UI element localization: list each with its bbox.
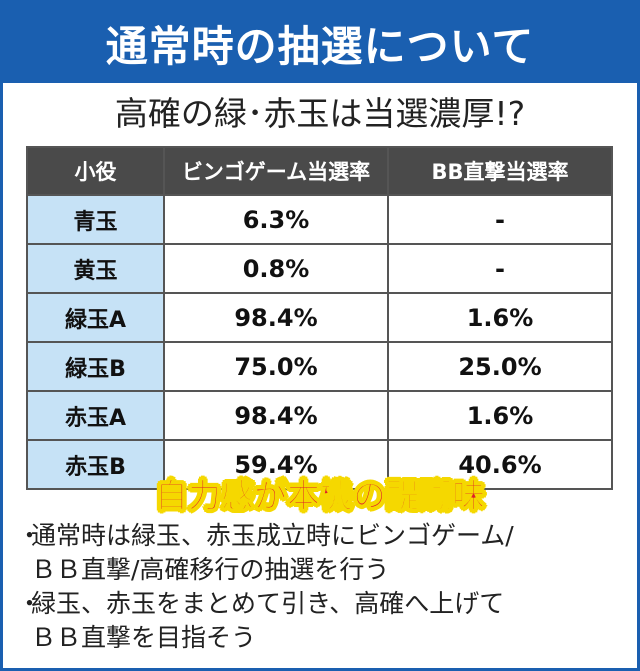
bb-rate-cell: 25.0% [387,341,613,392]
column-header-bb-rate: BB直撃当選率 [387,146,613,196]
bb-rate-cell: 40.6% [387,439,613,490]
bb-rate-cell: - [387,194,613,245]
bingo-rate-cell: 98.4% [163,292,389,343]
subtitle: 高確の緑･赤玉は当選濃厚!? [114,94,526,133]
column-header-bingo-rate: ビンゴゲーム当選率 [163,146,389,196]
bb-rate-cell: - [387,243,613,294]
table-row: 青玉 6.3% - [26,194,613,245]
bingo-rate-cell: 0.8% [163,243,389,294]
bingo-rate-cell: 75.0% [163,341,389,392]
bingo-rate-cell: 6.3% [163,194,389,245]
list-item: ・ 緑玉、赤玉をまとめて引き、高確へ上げて ＢＢ直撃を目指そう [17,587,631,655]
bb-rate-cell: 1.6% [387,292,613,343]
role-cell: 赤玉B [26,439,165,490]
note-line: ＢＢ直撃を目指そう [31,623,257,652]
table-row: 黄玉 0.8% - [26,243,613,294]
bullet-mark: ・ [17,589,43,618]
highlight-banner: 自力感が本機の醍醐味 [3,473,637,519]
table-header-row: 小役 ビンゴゲーム当選率 BB直撃当選率 [26,146,613,196]
table-row: 緑玉B 75.0% 25.0% [26,341,613,392]
header-bar: 通常時の抽選について [3,3,637,83]
bingo-rate-cell: 59.4% [163,439,389,490]
note-line: 通常時は緑玉、赤玉成立時にビンゴゲーム/ [31,521,514,550]
column-header-role: 小役 [26,146,165,196]
bb-rate-cell: 1.6% [387,390,613,441]
page-title: 通常時の抽選について [105,21,535,71]
role-cell: 黄玉 [26,243,165,294]
bullet-mark: ・ [17,521,43,550]
notes-list: ・ 通常時は緑玉、赤玉成立時にビンゴゲーム/ ＢＢ直撃/高確移行の抽選を行う ・… [17,519,631,655]
bingo-rate-cell: 98.4% [163,390,389,441]
lottery-table: 小役 ビンゴゲーム当選率 BB直撃当選率 青玉 6.3% - 黄玉 0.8% -… [26,146,613,490]
note-line: 緑玉、赤玉をまとめて引き、高確へ上げて [31,589,505,618]
role-cell: 緑玉B [26,341,165,392]
role-cell: 赤玉A [26,390,165,441]
table-row: 緑玉A 98.4% 1.6% [26,292,613,343]
banner-text: 自力感が本機の醍醐味 [155,476,486,516]
table-row: 赤玉A 98.4% 1.6% [26,390,613,441]
note-line: ＢＢ直撃/高確移行の抽選を行う [31,555,390,584]
list-item: ・ 通常時は緑玉、赤玉成立時にビンゴゲーム/ ＢＢ直撃/高確移行の抽選を行う [17,519,631,587]
role-cell: 緑玉A [26,292,165,343]
role-cell: 青玉 [26,194,165,245]
table-row: 赤玉B 59.4% 40.6% [26,439,613,490]
